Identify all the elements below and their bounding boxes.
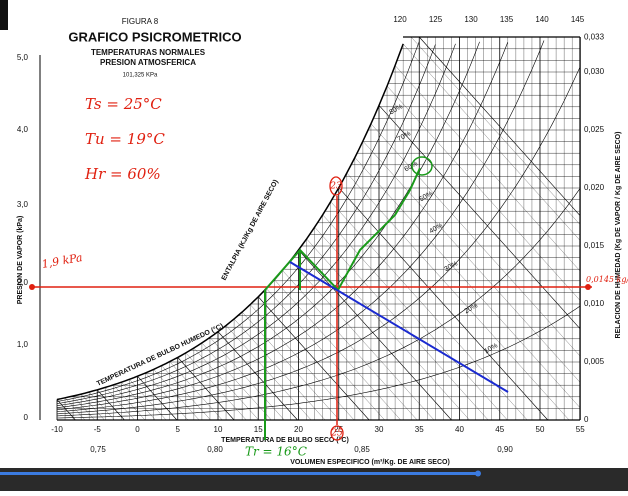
y2-tick-label: 0,010	[584, 299, 605, 308]
y-tick-label: 3,0	[17, 200, 29, 209]
annotation: 0,0145 kg/kg	[586, 275, 628, 284]
volume-tick-label: 0,85	[354, 445, 370, 454]
video-bar	[0, 468, 628, 491]
annotation: Tr = 16°C	[245, 445, 307, 459]
subtitle: TEMPERATURAS NORMALES	[91, 48, 206, 57]
y2-tick-label: 0,015	[584, 241, 605, 250]
y2-tick-label: 0	[584, 415, 589, 424]
x-tick-label: 10	[214, 425, 223, 434]
progress	[0, 472, 478, 475]
annotation: Hr = 60%	[84, 165, 161, 183]
red-dot	[585, 284, 591, 290]
title: GRAFICO PSICROMETRICO	[68, 29, 241, 44]
x-tick-label: -5	[94, 425, 102, 434]
x-tick-label: 30	[375, 425, 384, 434]
y2-tick-label: 0,025	[584, 125, 605, 134]
red-dot	[29, 284, 35, 290]
x-tick-label: 15	[254, 425, 263, 434]
volume-tick-label: 0,90	[497, 445, 513, 454]
x-tick-label: 20	[294, 425, 303, 434]
frame-edge	[0, 0, 8, 30]
axis-label: RELACION DE HUMEDAD (Kg DE VAPOR / Kg DE…	[615, 132, 622, 339]
figure: FIGURA 8	[122, 17, 159, 26]
subtitle: 101,325 KPa	[123, 73, 158, 79]
x-tick-label: 55	[576, 425, 585, 434]
subtitle: PRESION ATMOSFERICA	[100, 58, 196, 67]
axis-label: VOLUMEN ESPECIFICO (m³/Kg. DE AIRE SECO)	[290, 459, 450, 466]
enthalpy-tick-label: 135	[500, 15, 514, 24]
y-tick-label: 5,0	[17, 53, 29, 62]
x-tick-label: 45	[495, 425, 504, 434]
annotation: Tu = 19°C	[85, 130, 165, 148]
enthalpy-tick-label: 120	[393, 15, 407, 24]
enthalpy-tick-label: 140	[535, 15, 549, 24]
x-tick-label: 35	[415, 425, 424, 434]
screenshot: 01,02,03,04,05,000,0050,0100,0150,0200,0…	[0, 0, 628, 491]
annotation: Ts = 25°C	[85, 95, 162, 113]
y-tick-label: 0	[24, 413, 29, 422]
y2-tick-label: 0,020	[584, 183, 605, 192]
axis-label: PRESION DE VAPOR (kPa)	[17, 216, 24, 305]
y2-tick-label: 0,030	[584, 67, 605, 76]
x-tick-label: 5	[176, 425, 181, 434]
enthalpy-tick-label: 125	[429, 15, 443, 24]
x-tick-label: 40	[455, 425, 464, 434]
x-tick-label: 50	[536, 425, 545, 434]
enthalpy-tick-label: 130	[464, 15, 478, 24]
enthalpy-tick-label: 145	[571, 15, 585, 24]
volume-tick-label: 0,80	[207, 445, 223, 454]
y2-tick-label: 0,005	[584, 357, 605, 366]
y-tick-label: 4,0	[17, 125, 29, 134]
annotation: 25	[330, 429, 343, 439]
axis-label: TEMPERATURA DE BULBO SECO (°C)	[221, 436, 349, 444]
x-tick-label: 0	[135, 425, 140, 434]
x-tick-label: -10	[51, 425, 63, 434]
annotation: 23	[329, 182, 342, 192]
y2-tick-label: 0,033	[584, 32, 605, 41]
progress-knob[interactable]	[475, 471, 481, 477]
y-tick-label: 1,0	[17, 340, 29, 349]
volume-tick-label: 0,75	[90, 445, 106, 454]
